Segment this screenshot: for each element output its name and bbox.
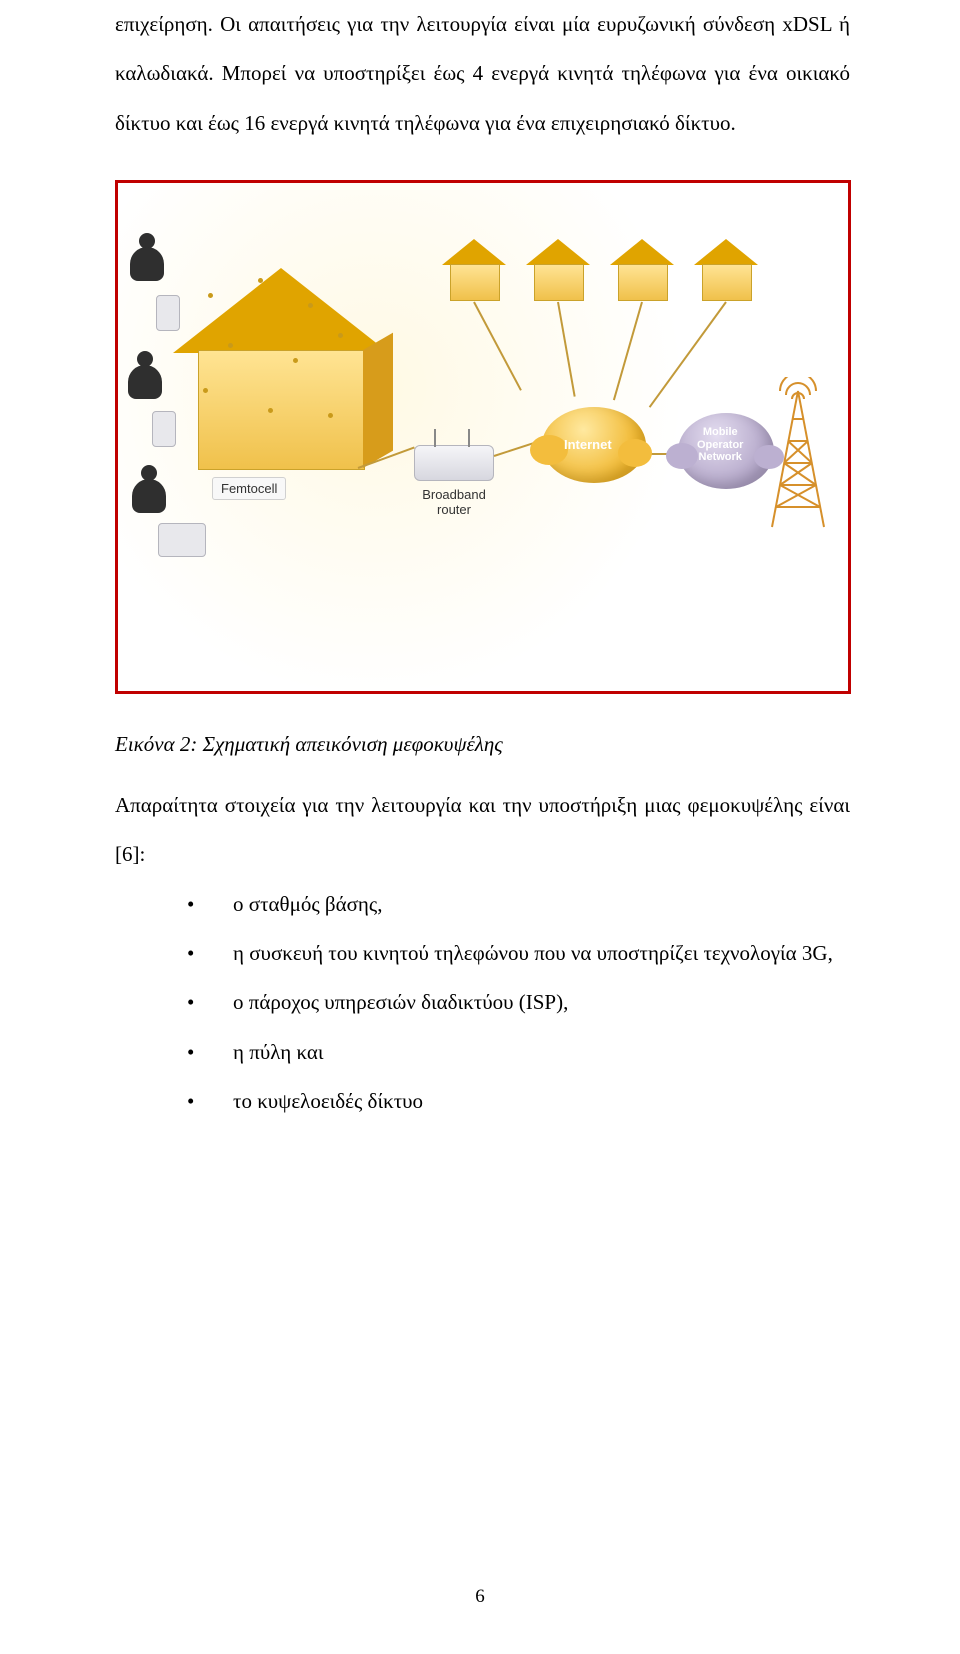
bullet-list: ο σταθμός βάσης, η συσκευή του κινητού τ… bbox=[187, 880, 850, 1127]
broadband-router-label: Broadband router bbox=[414, 487, 494, 517]
paragraph-2: Απαραίτητα στοιχεία για την λειτουργία κ… bbox=[115, 781, 850, 880]
figure-caption: Εικόνα 2: Σχηματική απεικόνιση μεφοκυψέλ… bbox=[115, 732, 850, 757]
mini-house-icon bbox=[610, 239, 674, 299]
person-icon bbox=[128, 351, 162, 399]
internet-cloud-icon bbox=[618, 439, 652, 467]
mini-house-icon bbox=[442, 239, 506, 299]
laptop-icon bbox=[158, 523, 206, 557]
list-item: ο σταθμός βάσης, bbox=[187, 880, 850, 929]
person-icon bbox=[130, 233, 164, 281]
page: επιχείρηση. Οι απαιτήσεις για την λειτου… bbox=[0, 0, 960, 1654]
cell-tower-icon bbox=[762, 377, 834, 537]
list-item: το κυψελοειδές δίκτυο bbox=[187, 1077, 850, 1126]
mon-label: Mobile Operator Network bbox=[697, 426, 743, 464]
mon-label-l1: Mobile bbox=[703, 426, 738, 438]
mini-house-icon bbox=[694, 239, 758, 299]
internet-label: Internet bbox=[564, 437, 612, 452]
list-item: η συσκευή του κινητού τηλεφώνου που να υ… bbox=[187, 929, 850, 978]
page-number: 6 bbox=[0, 1586, 960, 1608]
broadband-router-icon bbox=[414, 435, 492, 479]
person-icon bbox=[132, 465, 166, 513]
femtocell-label: Femtocell bbox=[212, 477, 286, 500]
list-item: η πύλη και bbox=[187, 1028, 850, 1077]
mini-house-icon bbox=[526, 239, 590, 299]
broadband-router-label-l1: Broadband bbox=[422, 487, 486, 502]
broadband-router-label-l2: router bbox=[437, 502, 471, 517]
mon-cloud-icon bbox=[666, 443, 698, 469]
paragraph-1: επιχείρηση. Οι απαιτήσεις για την λειτου… bbox=[115, 0, 850, 148]
list-item: ο πάροχος υπηρεσιών διαδικτύου (ISP), bbox=[187, 978, 850, 1027]
mon-label-l2: Operator bbox=[697, 439, 743, 451]
main-house-icon bbox=[173, 268, 388, 468]
internet-cloud-icon bbox=[530, 435, 568, 465]
figure-femtocell: Femtocell Broadband router Interne bbox=[115, 180, 851, 694]
mon-label-l3: Network bbox=[699, 451, 742, 463]
